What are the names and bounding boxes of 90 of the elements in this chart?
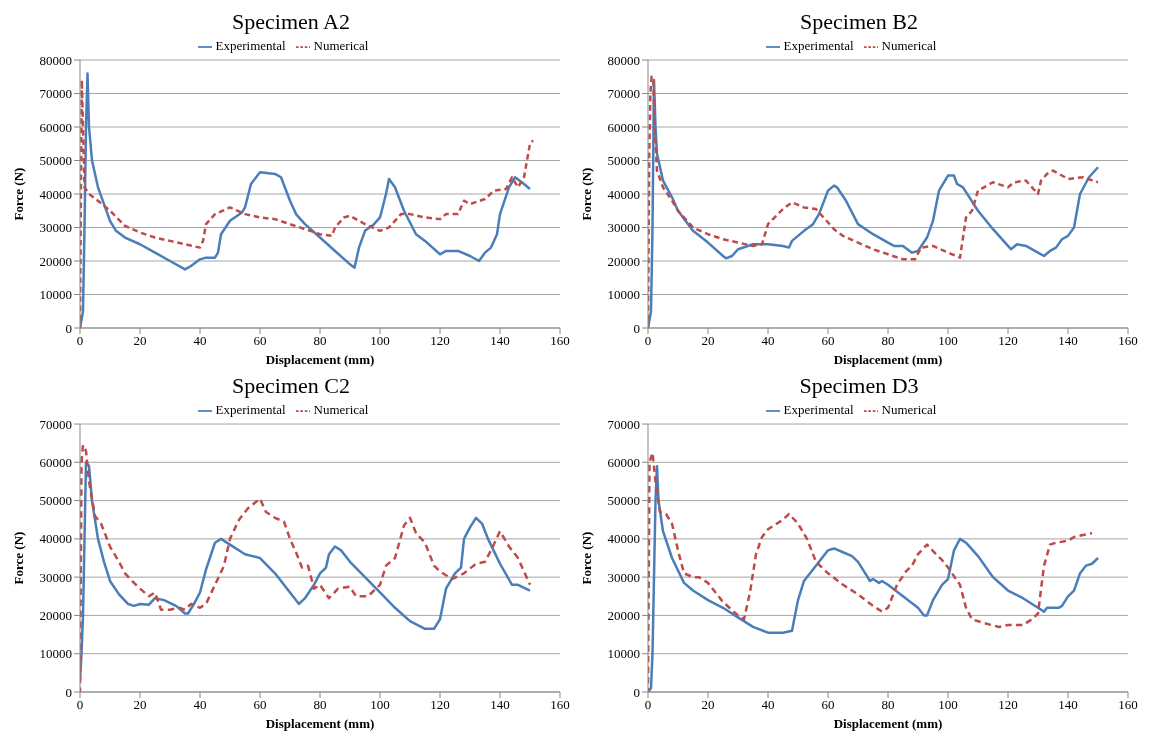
x-axis-title: Displacement (mm): [265, 716, 375, 731]
x-tick-label: 120: [998, 697, 1018, 713]
y-tick-label: 40000: [39, 531, 72, 547]
x-tick-label: 20: [133, 333, 147, 349]
y-tick-label: 0: [633, 684, 640, 700]
x-tick-label: 80: [313, 333, 327, 349]
x-tick-label: 120: [430, 333, 450, 349]
chart-title: Specimen C2: [231, 372, 351, 400]
x-tick-label: 40: [193, 697, 207, 713]
x-tick-label: 140: [490, 333, 510, 349]
y-tick-label: 30000: [607, 220, 640, 236]
legend-label: Numerical: [881, 38, 937, 53]
x-tick-label: 120: [430, 697, 450, 713]
legend-label: Experimental: [215, 38, 286, 53]
y-tick-label: 80000: [39, 52, 72, 68]
x-tick-label: 60: [253, 333, 267, 349]
x-tick-label: 20: [701, 697, 715, 713]
legend-label: Experimental: [783, 38, 854, 53]
y-tick-label: 20000: [607, 253, 640, 269]
y-tick-label: 60000: [607, 454, 640, 470]
x-tick-label: 0: [76, 697, 84, 713]
y-axis-title: Force (N): [10, 167, 26, 221]
legend-label: Numerical: [313, 402, 369, 417]
y-axis-title: Force (N): [10, 531, 26, 585]
y-tick-label: 10000: [607, 646, 640, 662]
chart-title: Specimen B2: [799, 8, 919, 36]
x-tick-label: 140: [1058, 333, 1078, 349]
x-tick-label: 60: [253, 697, 267, 713]
y-tick-label: 70000: [39, 416, 72, 432]
y-tick-label: 40000: [607, 531, 640, 547]
x-tick-label: 80: [881, 697, 895, 713]
x-tick-label: 20: [701, 333, 715, 349]
y-tick-label: 40000: [39, 186, 72, 202]
y-tick-label: 0: [65, 320, 72, 336]
y-tick-label: 0: [65, 684, 72, 700]
x-axis-title: Displacement (mm): [833, 716, 943, 731]
y-tick-label: 20000: [607, 608, 640, 624]
x-axis-title: Displacement (mm): [265, 352, 375, 367]
x-tick-label: 20: [133, 697, 147, 713]
x-tick-label: 160: [550, 697, 570, 713]
chart-title: Specimen D3: [798, 372, 920, 400]
y-tick-label: 20000: [39, 608, 72, 624]
y-tick-label: 80000: [607, 52, 640, 68]
chart-title: Specimen A2: [231, 8, 351, 36]
legend-label: Numerical: [313, 38, 369, 53]
x-tick-label: 100: [938, 333, 958, 349]
y-tick-label: 70000: [607, 416, 640, 432]
x-tick-label: 140: [490, 697, 510, 713]
x-tick-label: 80: [881, 333, 895, 349]
y-tick-label: 10000: [607, 287, 640, 303]
y-tick-label: 10000: [39, 287, 72, 303]
x-tick-label: 80: [313, 697, 327, 713]
x-tick-label: 160: [1118, 697, 1138, 713]
y-tick-label: 60000: [39, 119, 72, 135]
y-tick-label: 70000: [39, 86, 72, 102]
legend-label: Numerical: [881, 402, 937, 417]
y-axis-title: Force (N): [578, 167, 594, 221]
y-tick-label: 0: [633, 320, 640, 336]
y-tick-label: 70000: [607, 86, 640, 102]
legend-label: Experimental: [783, 402, 854, 417]
x-tick-label: 0: [644, 333, 652, 349]
y-tick-label: 60000: [39, 454, 72, 470]
y-axis-title: Force (N): [578, 531, 594, 585]
x-tick-label: 100: [370, 333, 390, 349]
y-tick-label: 50000: [39, 493, 72, 509]
x-tick-label: 100: [938, 697, 958, 713]
legend-label: Experimental: [215, 402, 286, 417]
y-tick-label: 30000: [39, 220, 72, 236]
y-tick-label: 10000: [39, 646, 72, 662]
y-tick-label: 30000: [607, 569, 640, 585]
y-tick-label: 30000: [39, 569, 72, 585]
x-tick-label: 100: [370, 697, 390, 713]
y-tick-label: 60000: [607, 119, 640, 135]
x-axis-title: Displacement (mm): [833, 352, 943, 367]
x-tick-label: 60: [821, 697, 835, 713]
x-tick-label: 160: [1118, 333, 1138, 349]
x-tick-label: 120: [998, 333, 1018, 349]
x-tick-label: 0: [76, 333, 84, 349]
x-tick-label: 160: [550, 333, 570, 349]
x-tick-label: 40: [761, 697, 775, 713]
y-tick-label: 40000: [607, 186, 640, 202]
y-tick-label: 50000: [607, 153, 640, 169]
x-tick-label: 40: [761, 333, 775, 349]
x-tick-label: 40: [193, 333, 207, 349]
y-tick-label: 50000: [39, 153, 72, 169]
y-tick-label: 50000: [607, 493, 640, 509]
x-tick-label: 0: [644, 697, 652, 713]
y-tick-label: 20000: [39, 253, 72, 269]
x-tick-label: 140: [1058, 697, 1078, 713]
x-tick-label: 60: [821, 333, 835, 349]
